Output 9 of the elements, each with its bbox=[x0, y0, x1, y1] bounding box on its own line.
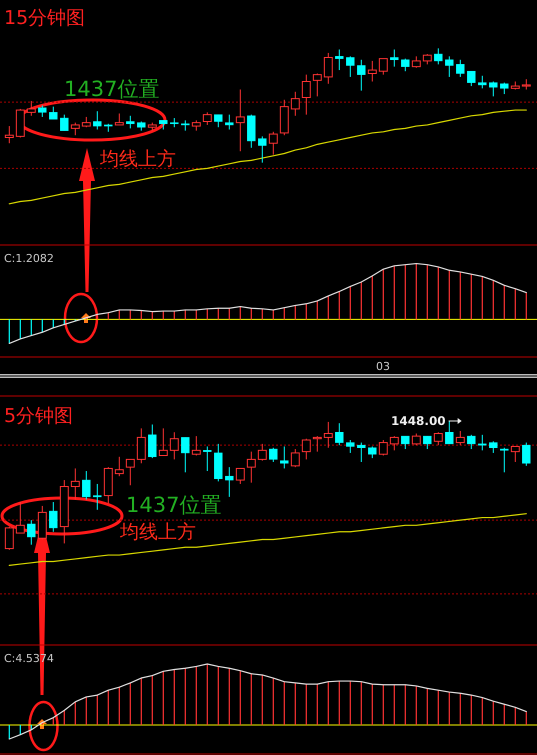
chart-title: 5分钟图 bbox=[4, 405, 74, 427]
annotation: 均线上方 bbox=[119, 521, 196, 543]
text: 03 bbox=[376, 360, 390, 373]
annotation: C:1.2082 bbox=[4, 252, 54, 265]
annotation: 均线上方 bbox=[99, 148, 176, 170]
annotation: 1437位置 bbox=[126, 493, 222, 517]
annotation: 1448.00 bbox=[391, 414, 446, 428]
chart-title: 15分钟图 bbox=[4, 7, 86, 29]
annotation: 1437位置 bbox=[64, 77, 160, 101]
